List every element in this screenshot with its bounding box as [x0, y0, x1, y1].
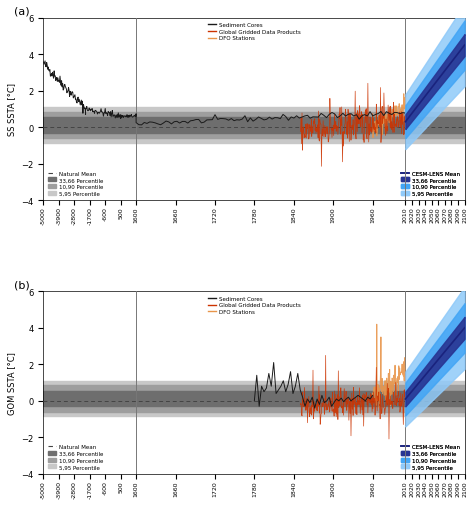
- Text: (b): (b): [14, 280, 30, 290]
- Bar: [44, 385, 465, 412]
- Bar: [44, 381, 465, 417]
- Bar: [44, 118, 465, 133]
- Legend: CESM-LENS Mean, 33,66 Percentile, 10,90 Percentile, 5,95 Percentile: CESM-LENS Mean, 33,66 Percentile, 10,90 …: [399, 443, 462, 471]
- Bar: [44, 391, 465, 407]
- Bar: [44, 108, 465, 143]
- Text: (a): (a): [14, 7, 29, 17]
- Legend: CESM-LENS Mean, 33,66 Percentile, 10,90 Percentile, 5,95 Percentile: CESM-LENS Mean, 33,66 Percentile, 10,90 …: [399, 170, 462, 198]
- Y-axis label: SS SSTA [°C]: SS SSTA [°C]: [7, 83, 16, 136]
- Bar: [44, 113, 465, 139]
- Y-axis label: GOM SSTA [°C]: GOM SSTA [°C]: [7, 351, 16, 414]
